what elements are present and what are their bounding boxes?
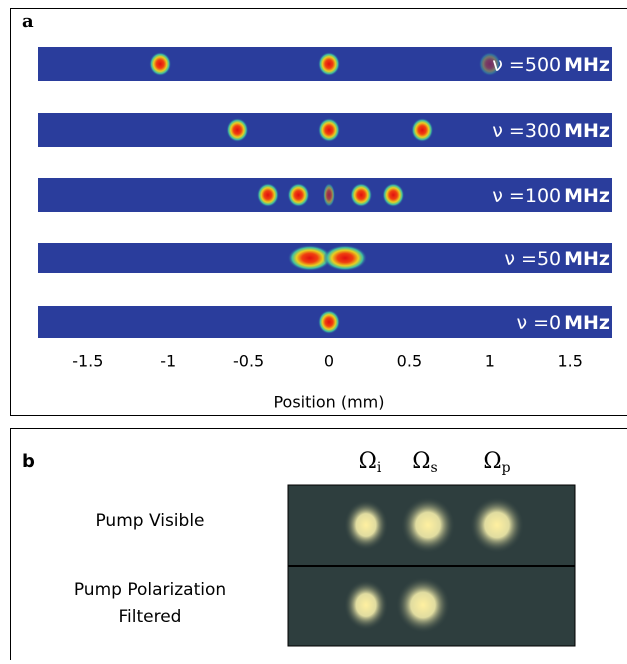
strip-prefix: ν = <box>492 54 525 76</box>
row-label: Pump Visible <box>95 511 204 531</box>
beam-label: Ωp <box>483 449 510 476</box>
strip-prefix: ν = <box>492 120 525 142</box>
spot <box>226 118 248 142</box>
row-label: Pump Polarization <box>74 580 226 600</box>
strip-unit: MHz <box>564 248 610 270</box>
spot <box>318 310 340 334</box>
row-label: Filtered <box>119 607 182 627</box>
x-tick-label: 1 <box>485 352 495 371</box>
x-tick-label: 1.5 <box>557 352 582 371</box>
strip-prefix: ν = <box>516 312 549 334</box>
beam-spot <box>401 497 455 553</box>
omega: Ω <box>359 449 377 474</box>
subscript: p <box>502 460 511 476</box>
x-axis-label: Position (mm) <box>273 393 384 412</box>
strip-value: 300 <box>525 120 561 142</box>
strip-value: 500 <box>525 54 561 76</box>
beam-spot <box>344 580 388 630</box>
beam-label: Ωi <box>359 449 382 476</box>
panel-label: b <box>22 451 35 472</box>
strip-value: 100 <box>525 185 561 207</box>
subscript: s <box>431 460 438 476</box>
spot <box>149 52 171 76</box>
strip-value: 0 <box>549 312 561 334</box>
spot <box>318 52 340 76</box>
beam-spot <box>396 577 450 633</box>
omega: Ω <box>483 449 501 474</box>
strip-prefix: ν = <box>504 248 537 270</box>
spot <box>350 183 372 207</box>
x-tick-label: -1 <box>160 352 176 371</box>
x-tick-label: 0 <box>324 352 334 371</box>
spot <box>323 183 335 207</box>
spot <box>411 118 433 142</box>
x-tick-label: 0.5 <box>397 352 422 371</box>
spot <box>318 118 340 142</box>
strip-prefix: ν = <box>492 185 525 207</box>
spot <box>257 183 279 207</box>
panel-label: a <box>22 11 34 32</box>
beam-spot <box>470 497 524 553</box>
spot <box>323 245 367 271</box>
strip-unit: MHz <box>564 54 610 76</box>
beam-label: Ωs <box>412 449 437 476</box>
subscript: i <box>377 460 382 476</box>
spot <box>382 183 404 207</box>
strip-unit: MHz <box>564 185 610 207</box>
x-tick-label: -0.5 <box>233 352 264 371</box>
strip-unit: MHz <box>564 120 610 142</box>
omega: Ω <box>412 449 430 474</box>
spot <box>287 183 309 207</box>
strip-value: 50 <box>537 248 561 270</box>
x-tick-label: -1.5 <box>72 352 103 371</box>
beam-spot <box>344 500 388 550</box>
strip-unit: MHz <box>564 312 610 334</box>
